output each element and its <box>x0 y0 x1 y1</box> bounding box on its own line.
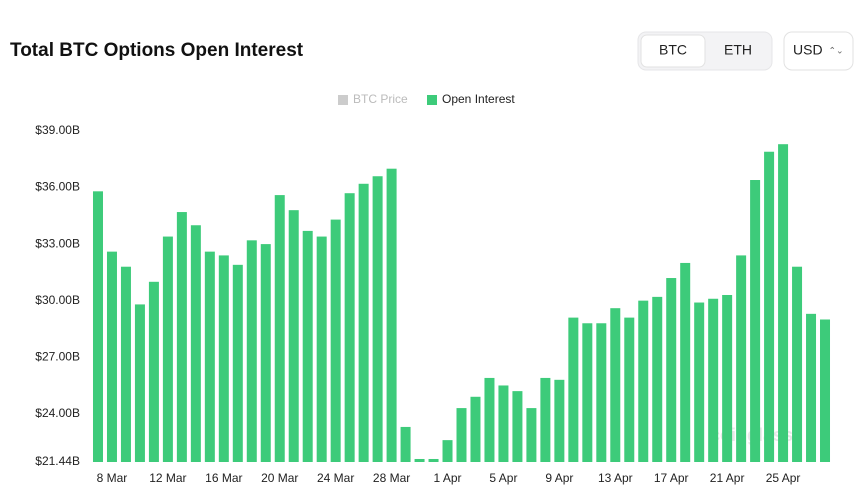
y-tick-label: $24.00B <box>35 406 80 420</box>
bar <box>624 317 635 462</box>
x-tick-label: 5 Apr <box>489 471 517 485</box>
y-tick-label: $36.00B <box>35 180 80 194</box>
bar <box>162 236 173 462</box>
bar <box>820 319 831 462</box>
bar <box>750 180 761 463</box>
bar <box>596 323 607 462</box>
bar <box>526 408 537 462</box>
bar <box>540 377 551 462</box>
bar <box>120 266 131 462</box>
bar <box>414 458 425 462</box>
currency-label[interactable]: USD <box>793 42 823 58</box>
y-tick-label: $21.44B <box>35 454 80 468</box>
bar <box>512 391 523 462</box>
toggle-label[interactable]: BTC <box>659 42 687 58</box>
currency-select[interactable] <box>783 31 854 71</box>
bar <box>274 195 285 462</box>
bar <box>302 230 313 462</box>
legend-label[interactable]: BTC Price <box>353 92 408 106</box>
bar <box>582 323 593 462</box>
y-tick-label: $39.00B <box>35 123 80 137</box>
bar <box>652 296 663 462</box>
x-tick-label: 12 Mar <box>149 471 186 485</box>
x-tick-label: 13 Apr <box>598 471 633 485</box>
bar <box>204 251 215 462</box>
x-tick-label: 1 Apr <box>434 471 462 485</box>
bar <box>484 377 495 462</box>
x-tick-label: 28 Mar <box>373 471 410 485</box>
bar <box>218 255 229 462</box>
select-icon[interactable]: ⌃⌄ <box>828 45 843 55</box>
bar <box>568 317 579 462</box>
bar <box>442 440 453 462</box>
bar <box>190 225 201 462</box>
bar <box>638 300 649 462</box>
bar <box>722 294 733 462</box>
bar <box>148 281 159 462</box>
legend-label[interactable]: Open Interest <box>442 92 515 106</box>
x-tick-label: 8 Mar <box>97 471 128 485</box>
bar <box>288 210 299 462</box>
bar <box>330 219 341 462</box>
bar <box>456 408 467 462</box>
bar <box>176 212 187 462</box>
bar <box>694 302 705 462</box>
bar <box>372 176 383 462</box>
title: Total BTC Options Open Interest <box>10 40 304 61</box>
bar <box>764 151 775 462</box>
bar <box>666 278 677 462</box>
bar <box>134 304 145 462</box>
bar <box>344 193 355 463</box>
bar <box>778 144 789 462</box>
x-tick-label: 21 Apr <box>710 471 745 485</box>
x-tick-label: 16 Mar <box>205 471 242 485</box>
bar <box>232 264 243 462</box>
bar <box>106 251 117 462</box>
bar <box>260 244 271 462</box>
toggle-btc[interactable] <box>640 34 706 68</box>
bar <box>470 396 481 462</box>
bar <box>680 262 691 462</box>
bar <box>806 313 817 462</box>
x-tick-label: 25 Apr <box>766 471 801 485</box>
x-tick-label: 9 Apr <box>545 471 573 485</box>
bar <box>708 298 719 462</box>
toggle-label[interactable]: ETH <box>724 42 752 58</box>
bar <box>358 183 369 462</box>
y-tick-label: $30.00B <box>35 293 80 307</box>
bar <box>610 308 621 462</box>
x-tick-label: 24 Mar <box>317 471 354 485</box>
bar <box>792 266 803 462</box>
legend-swatch[interactable] <box>427 95 437 105</box>
bar <box>316 236 327 462</box>
y-tick-label: $27.00B <box>35 349 80 363</box>
bar <box>92 191 103 462</box>
y-tick-label: $33.00B <box>35 236 80 250</box>
bar <box>428 458 439 462</box>
x-tick-label: 20 Mar <box>261 471 298 485</box>
bar <box>246 240 257 462</box>
bar <box>736 255 747 462</box>
bar <box>400 426 411 462</box>
bar <box>498 385 509 462</box>
bar <box>554 379 565 462</box>
legend-swatch[interactable] <box>338 95 348 105</box>
x-tick-label: 17 Apr <box>654 471 689 485</box>
bar <box>386 168 397 462</box>
